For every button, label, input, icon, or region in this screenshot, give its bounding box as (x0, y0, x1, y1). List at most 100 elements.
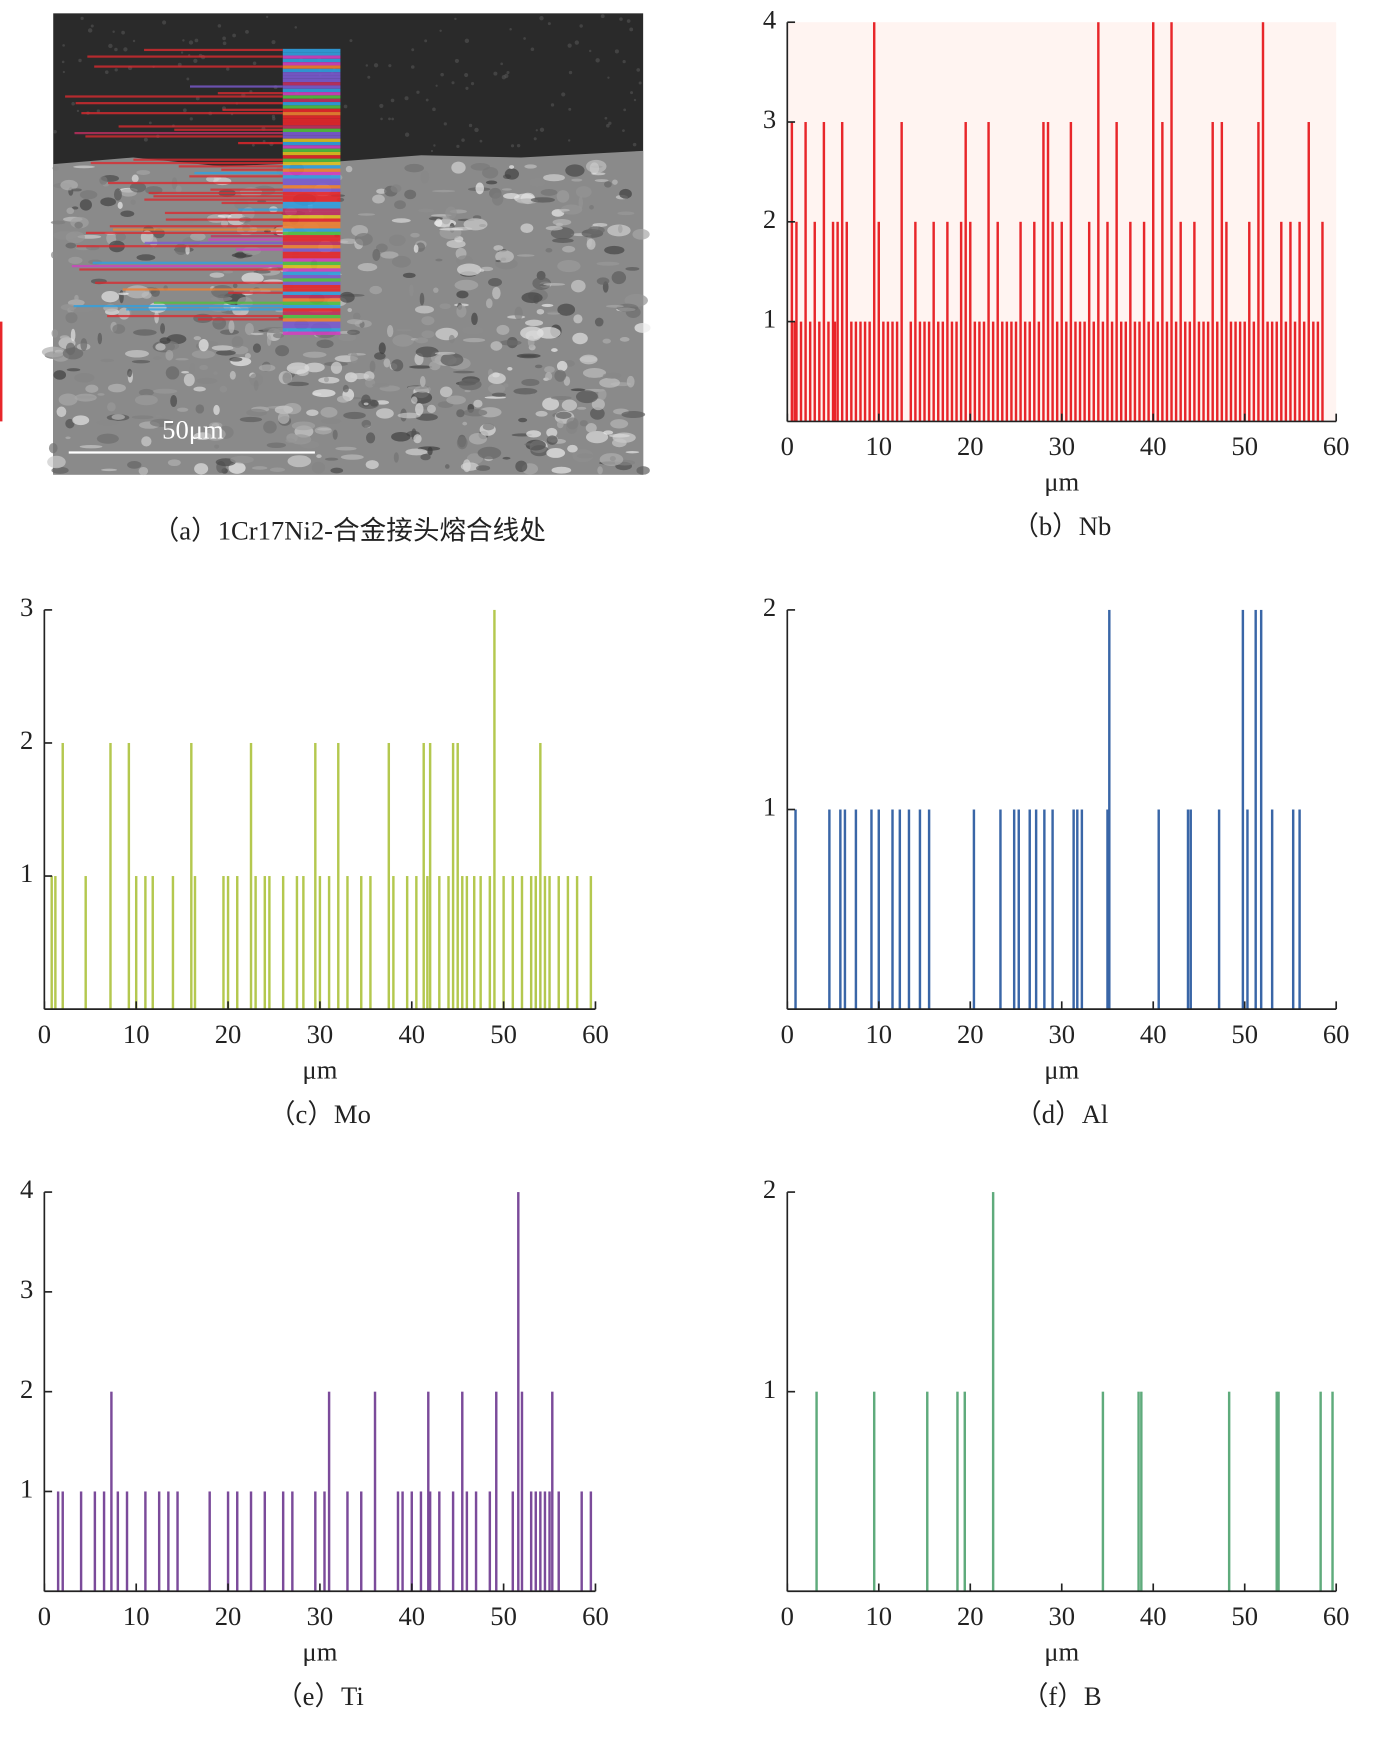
bar (1108, 609, 1111, 1010)
stripe (282, 118, 341, 123)
stripe (282, 88, 341, 93)
bar (1298, 809, 1301, 1010)
bar (171, 876, 175, 1010)
stripe (282, 261, 341, 266)
noise (574, 40, 579, 45)
stripe (282, 122, 341, 126)
noise (62, 44, 65, 47)
bar (1259, 609, 1263, 1010)
grain (228, 462, 246, 474)
grain (464, 389, 471, 393)
x-tick-label: 30 (1048, 1019, 1075, 1049)
grain (153, 356, 162, 360)
grain (149, 418, 175, 427)
grain (525, 330, 542, 341)
grain (68, 256, 83, 265)
noise (454, 17, 457, 21)
grain (515, 460, 528, 473)
stripe (282, 298, 341, 302)
grain (252, 466, 268, 470)
bar (373, 1391, 377, 1592)
grain (316, 454, 322, 459)
bar (868, 321, 871, 422)
grain (286, 362, 310, 375)
stripe (282, 314, 341, 319)
grain (433, 287, 439, 293)
stripe (282, 221, 341, 226)
grain (338, 240, 349, 244)
bar (1229, 321, 1233, 422)
bar (828, 809, 831, 1010)
noise (226, 67, 230, 71)
grain (80, 338, 88, 351)
grain (482, 423, 495, 431)
bar (474, 1491, 478, 1592)
grain (475, 182, 485, 195)
grain (578, 196, 584, 209)
grain (445, 206, 457, 220)
grain (214, 444, 220, 449)
grain (502, 456, 511, 460)
stripe (282, 215, 341, 219)
grain (375, 243, 388, 253)
x-tick-label: 20 (957, 431, 984, 461)
bar (1280, 221, 1283, 422)
grain (586, 430, 609, 444)
noise (90, 24, 94, 28)
stripe (189, 175, 283, 178)
grain (507, 366, 513, 371)
grain (602, 372, 622, 379)
grain (219, 385, 228, 393)
bar (102, 1491, 106, 1592)
stripe (282, 178, 341, 182)
grain (65, 242, 77, 249)
bar (1065, 321, 1068, 422)
grain (562, 245, 576, 253)
bar (1115, 122, 1118, 422)
grain (232, 283, 238, 289)
grain (354, 232, 373, 246)
grain (176, 407, 189, 412)
grain (141, 436, 152, 447)
bar (946, 221, 949, 422)
stripe (282, 141, 341, 146)
stripe (126, 308, 283, 311)
grain (65, 231, 85, 244)
bar (839, 809, 842, 1010)
grain (520, 354, 537, 358)
noise (454, 58, 459, 63)
grain (499, 340, 522, 346)
stripe (282, 171, 341, 176)
stripe (282, 318, 341, 322)
x-tick-label: 0 (781, 431, 794, 461)
grain (194, 463, 209, 475)
x-tick-label: 40 (398, 1019, 425, 1049)
grain (211, 422, 220, 428)
stripe (282, 181, 341, 186)
noise (623, 108, 627, 112)
noise (425, 98, 429, 102)
grain (74, 372, 95, 383)
grain (155, 343, 166, 351)
bar (833, 321, 837, 422)
stripe (282, 161, 341, 166)
bar (302, 876, 305, 1010)
bar (927, 809, 931, 1010)
grain (547, 312, 560, 315)
grain (554, 369, 567, 382)
bar (1080, 809, 1084, 1010)
grain (488, 278, 503, 287)
noise (180, 51, 184, 54)
grain (468, 432, 487, 445)
bar (877, 221, 881, 422)
bar (1087, 221, 1091, 422)
grain (557, 260, 581, 273)
grain (74, 221, 83, 229)
caption: （c）Mo (269, 1099, 371, 1129)
stripe (222, 108, 283, 111)
bar (520, 1391, 524, 1592)
grain (345, 165, 353, 173)
bar (1170, 22, 1173, 422)
stripe (208, 238, 283, 241)
